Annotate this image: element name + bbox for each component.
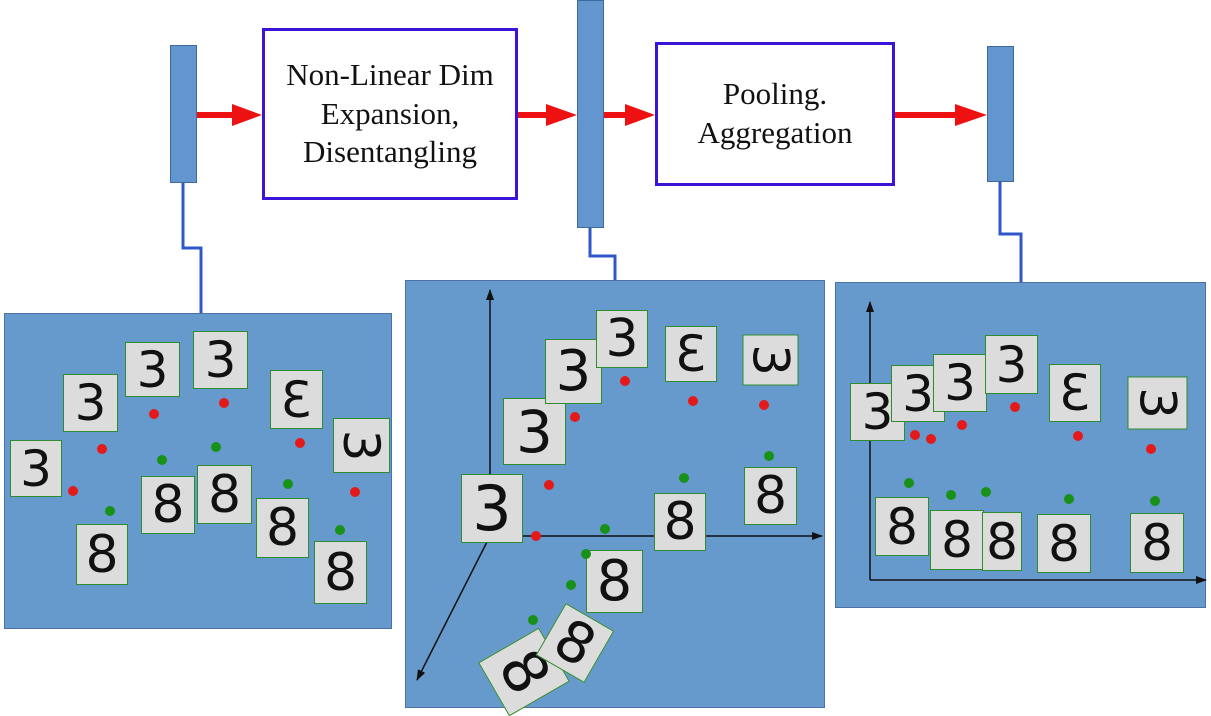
class-eight-point: [157, 455, 167, 465]
digit-eight-image: 8: [875, 497, 929, 556]
digit-eight-image: 8: [586, 550, 643, 613]
class-eight-point: [981, 487, 991, 497]
digit-three-image: 3: [270, 370, 323, 429]
digit-three-image: 3: [1127, 376, 1188, 430]
digit-eight-image: 8: [1037, 514, 1091, 573]
arrow-right-icon: [518, 104, 577, 126]
digit-eight-image: 8: [930, 510, 984, 570]
input-feature-vector: [170, 45, 197, 183]
class-eight-point: [211, 442, 221, 452]
digit-eight-image: 8: [314, 541, 367, 604]
class-three-point: [620, 376, 630, 386]
digit-three-image: 3: [933, 354, 987, 412]
class-eight-point: [764, 451, 774, 461]
digit-eight-image: 8: [982, 512, 1022, 571]
digit-eight-image: 8: [76, 524, 128, 585]
class-three-point: [149, 409, 159, 419]
digit-three-image: 3: [503, 398, 566, 465]
class-eight-point: [946, 490, 956, 500]
digit-eight-image: 8: [256, 498, 309, 558]
digit-eight-image: 8: [197, 465, 252, 524]
class-three-point: [570, 412, 580, 422]
class-three-point: [688, 396, 698, 406]
dim-expansion-stage: Non-Linear Dim Expansion, Disentangling: [262, 28, 518, 200]
class-three-point: [219, 398, 229, 408]
pooled-feature-vector: [987, 46, 1014, 182]
class-three-point: [531, 531, 541, 541]
digit-three-image: 3: [1049, 364, 1101, 422]
digit-eight-image: 8: [141, 476, 195, 534]
class-eight-point: [335, 525, 345, 535]
class-three-point: [544, 480, 554, 490]
class-eight-point: [528, 615, 538, 625]
class-eight-point: [904, 478, 914, 488]
class-eight-point: [566, 580, 576, 590]
arrow-right-icon: [197, 104, 262, 126]
expanded-feature-vector: [577, 0, 604, 228]
class-three-point: [1010, 402, 1020, 412]
arrow-right-icon: [604, 104, 655, 126]
connector-line: [588, 228, 617, 280]
pooling-stage: Pooling. Aggregation: [655, 42, 895, 186]
class-eight-point: [679, 473, 689, 483]
class-three-point: [910, 430, 920, 440]
connector-line: [998, 182, 1023, 282]
connector-line: [181, 183, 203, 313]
class-eight-point: [600, 524, 610, 534]
class-three-point: [1146, 444, 1156, 454]
class-eight-point: [105, 506, 115, 516]
digit-three-image: 3: [193, 331, 248, 389]
class-eight-point: [581, 549, 591, 559]
class-eight-point: [1150, 496, 1160, 506]
digit-three-image: 3: [63, 374, 118, 432]
digit-eight-image: 8: [654, 493, 706, 551]
digit-three-image: 3: [742, 334, 799, 386]
digit-three-image: 3: [10, 440, 62, 497]
class-three-point: [957, 420, 967, 430]
digit-three-image: 3: [665, 326, 717, 382]
class-three-point: [295, 438, 305, 448]
class-three-point: [68, 486, 78, 496]
class-three-point: [759, 400, 769, 410]
digit-three-image: 3: [545, 339, 602, 404]
class-eight-point: [283, 479, 293, 489]
class-three-point: [97, 444, 107, 454]
class-three-point: [350, 487, 360, 497]
digit-three-image: 3: [461, 474, 523, 543]
arrow-right-icon: [895, 104, 987, 126]
digit-three-image: 3: [125, 342, 180, 397]
digit-three-image: 3: [985, 335, 1038, 394]
class-three-point: [1073, 431, 1083, 441]
digit-eight-image: 8: [744, 467, 797, 525]
digit-three-image: 3: [333, 418, 390, 473]
class-eight-point: [1064, 494, 1074, 504]
class-three-point: [926, 434, 936, 444]
digit-three-image: 3: [596, 310, 648, 368]
digit-eight-image: 8: [1130, 513, 1184, 573]
